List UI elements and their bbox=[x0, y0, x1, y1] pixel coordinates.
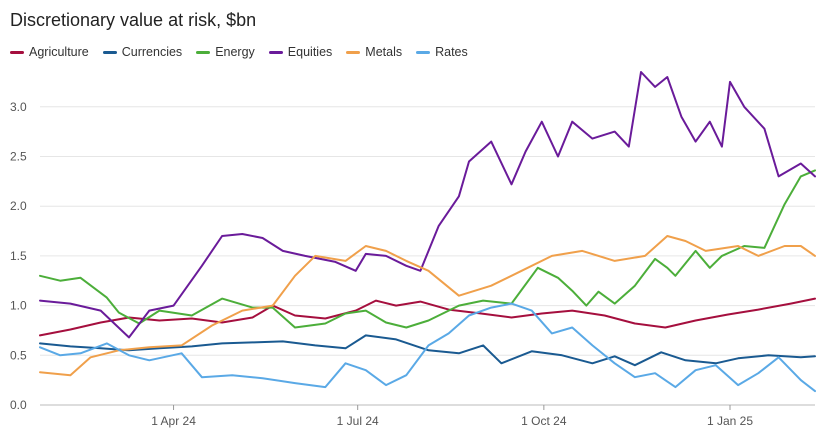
legend-item-equities: Equities bbox=[268, 45, 333, 59]
series-line-metals bbox=[39, 235, 816, 377]
y-tick-label: 3.0 bbox=[10, 100, 27, 114]
y-tick-label: 2.0 bbox=[10, 199, 27, 213]
x-tick-label: 1 Jul 24 bbox=[337, 414, 379, 428]
series-line-equities bbox=[39, 71, 816, 339]
x-tick-label: 1 Apr 24 bbox=[151, 414, 196, 428]
legend-label: Agriculture bbox=[29, 45, 89, 59]
legend-item-metals: Metals bbox=[346, 45, 402, 59]
x-tick-label: 1 Jan 25 bbox=[707, 414, 753, 428]
legend-swatch bbox=[268, 50, 283, 54]
series-line-currencies bbox=[39, 334, 816, 367]
chart-legend: Agriculture Currencies Energy Equities Metal… bbox=[10, 44, 482, 60]
legend-item-rates: Rates bbox=[416, 45, 468, 59]
y-tick-label: 0.5 bbox=[10, 348, 27, 362]
legend-swatch bbox=[416, 50, 431, 54]
legend-item-currencies: Currencies bbox=[102, 45, 183, 59]
legend-label: Metals bbox=[365, 45, 403, 59]
legend-item-agriculture: Agriculture bbox=[10, 45, 89, 59]
series-line-energy bbox=[39, 169, 816, 329]
legend-swatch bbox=[346, 50, 361, 54]
legend-label: Currencies bbox=[121, 45, 183, 59]
legend-swatch bbox=[196, 50, 211, 54]
y-tick-label: 2.5 bbox=[10, 149, 27, 163]
y-tick-label: 1.5 bbox=[10, 249, 27, 263]
legend-label: Rates bbox=[435, 45, 468, 59]
chart-title: Discretionary value at risk, $bn bbox=[10, 10, 257, 30]
legend-swatch bbox=[10, 50, 24, 54]
x-tick-label: 1 Oct 24 bbox=[521, 414, 567, 428]
series-line-agriculture bbox=[39, 297, 816, 337]
legend-swatch bbox=[102, 50, 117, 54]
series-line-rates bbox=[39, 302, 816, 393]
legend-label: Energy bbox=[215, 45, 255, 59]
y-tick-label: 1.0 bbox=[10, 299, 27, 313]
legend-label: Equities bbox=[287, 45, 333, 59]
legend-item-energy: Energy bbox=[196, 45, 255, 59]
y-tick-label: 0.0 bbox=[10, 398, 27, 412]
